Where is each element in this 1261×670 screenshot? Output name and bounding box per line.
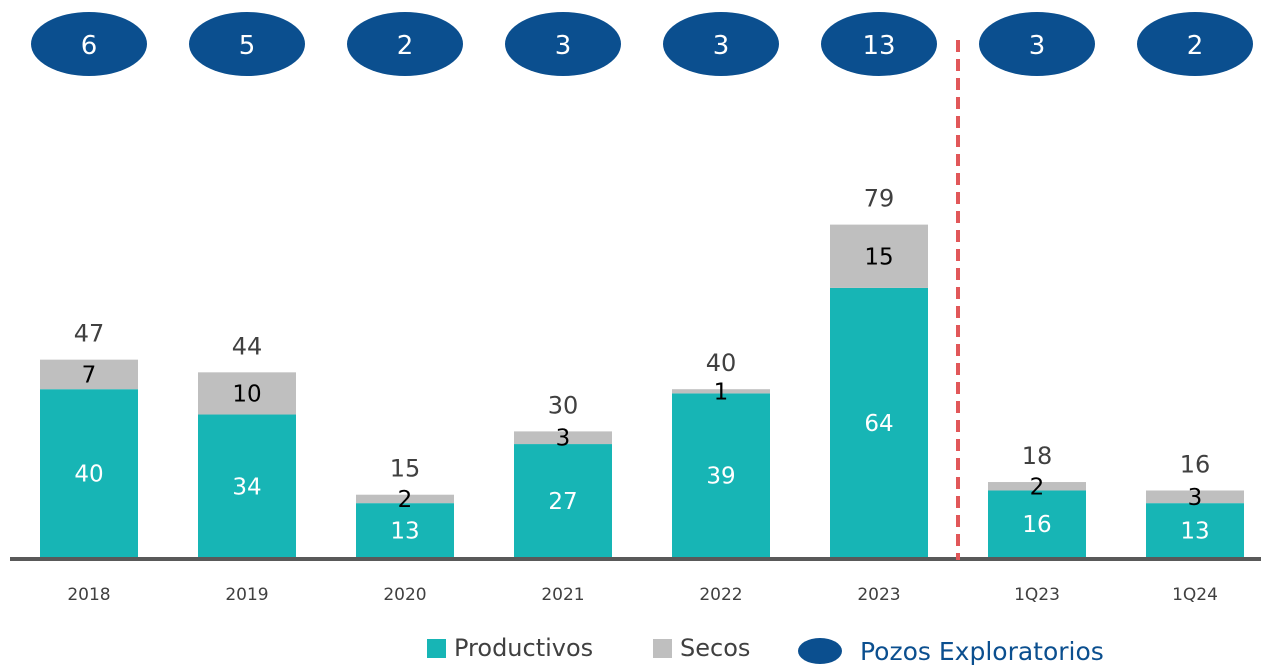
exploratory-well-marker-2020 [347,12,463,76]
exploratory-well-marker-1Q24 [1137,12,1253,76]
bar-productivos-2020 [356,503,454,558]
bar-secos-2023 [830,224,928,288]
exploratory-well-value-2021: 3 [555,31,572,61]
bar-secos-2019 [198,372,296,415]
label-secos-2022: 1 [714,379,729,405]
x-tick-label-2022: 2022 [699,585,742,605]
bar-productivos-2019 [198,414,296,558]
label-total-2022: 40 [706,349,737,377]
bar-secos-2021 [514,431,612,445]
label-productivos-2019: 34 [232,474,261,500]
label-total-1Q24: 16 [1180,450,1211,478]
bar-productivos-1Q24 [1146,503,1244,558]
label-secos-2023: 15 [864,244,893,270]
bar-productivos-2022 [672,393,770,558]
label-productivos-1Q24: 13 [1180,519,1209,545]
exploratory-well-value-2022: 3 [713,31,730,61]
label-productivos-1Q23: 16 [1022,512,1051,538]
x-tick-label-2020: 2020 [383,585,426,605]
bar-productivos-1Q23 [988,490,1086,558]
label-total-2018: 47 [74,320,105,348]
legend-swatch-secos [653,639,672,658]
exploratory-well-value-2020: 2 [397,31,414,61]
bar-secos-2022 [672,389,770,394]
label-secos-1Q23: 2 [1030,474,1045,500]
x-tick-label-2023: 2023 [857,585,900,605]
legend-label-exploratory-wells: Pozos Exploratorios [860,637,1104,666]
bar-productivos-2023 [830,287,928,558]
label-total-2023: 79 [864,185,895,213]
x-tick-label-2021: 2021 [541,585,584,605]
exploratory-well-value-1Q23: 3 [1029,31,1046,61]
label-total-2021: 30 [548,391,579,419]
bar-secos-2018 [40,359,138,390]
exploratory-well-value-2018: 6 [81,31,98,61]
bar-productivos-2021 [514,444,612,558]
label-productivos-2018: 40 [74,462,103,488]
label-total-2019: 44 [232,332,263,360]
label-secos-2020: 2 [398,487,413,513]
exploratory-well-value-1Q24: 2 [1187,31,1204,61]
x-tick-label-2019: 2019 [225,585,268,605]
label-productivos-2022: 39 [706,464,735,490]
legend-swatch-productivos [427,639,446,658]
exploratory-well-value-2019: 5 [239,31,256,61]
label-secos-2021: 3 [556,426,571,452]
exploratory-well-marker-1Q23 [979,12,1095,76]
label-secos-2018: 7 [82,362,97,388]
label-secos-1Q24: 3 [1188,485,1203,511]
bar-secos-1Q23 [988,482,1086,491]
exploratory-well-value-2023: 13 [862,31,895,61]
label-total-1Q23: 18 [1022,442,1053,470]
exploratory-well-marker-2022 [663,12,779,76]
label-total-2020: 15 [390,455,421,483]
exploratory-well-marker-2018 [31,12,147,76]
x-tick-label-1Q23: 1Q23 [1014,585,1060,605]
label-productivos-2021: 27 [548,489,577,515]
legend-label-productivos: Productivos [454,634,593,662]
exploratory-well-marker-2021 [505,12,621,76]
x-tick-label-2018: 2018 [67,585,110,605]
bar-secos-1Q24 [1146,490,1244,504]
bar-productivos-2018 [40,389,138,558]
bar-secos-2020 [356,494,454,504]
legend-label-secos: Secos [680,634,750,662]
label-productivos-2023: 64 [864,411,893,437]
x-tick-label-1Q24: 1Q24 [1172,585,1218,605]
label-productivos-2020: 13 [390,519,419,545]
exploratory-well-marker-2019 [189,12,305,76]
legend-marker-exploratory-wells [798,638,842,664]
exploratory-well-marker-2023 [821,12,937,76]
label-secos-2019: 10 [232,381,261,407]
